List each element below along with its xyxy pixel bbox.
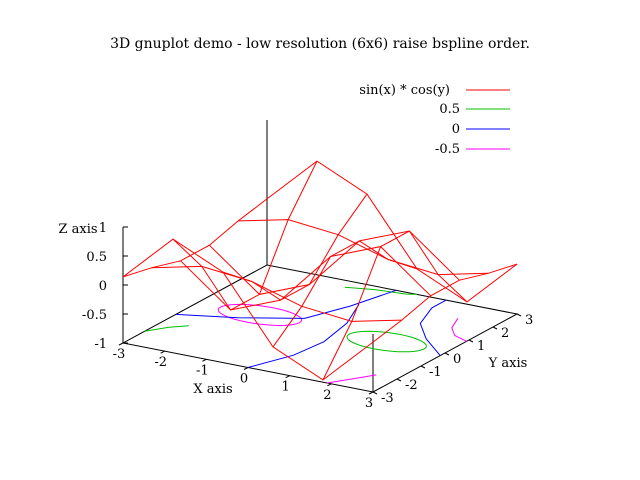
contour-lines [144,286,467,384]
y-tick-label: -1 [429,365,442,380]
mesh-line-y [209,230,460,295]
x-tick-label: -1 [196,363,209,378]
y-tick-label: -2 [405,378,418,393]
y-tick [516,313,522,317]
x-tick [368,391,374,395]
x-axis-label: X axis [193,382,232,397]
y-tick [444,352,450,356]
mesh-line-y [122,238,374,381]
contour-neg0.5-a [217,303,303,327]
mesh-line-y [266,160,518,303]
legend: sin(x) * cos(y) 0.5 0 -0.5 [359,83,510,157]
mesh-line-x [372,263,518,343]
x-tick-label: 1 [282,380,290,395]
mesh-line-y [238,219,489,276]
mesh-line-y [151,265,402,322]
x-tick-label: 2 [323,388,331,403]
y-tick-label: 3 [525,313,533,328]
y-tick [492,326,498,330]
y-tick-label: 2 [501,326,509,341]
z-tick-label: 0 [99,279,107,294]
z-tick-label: -1 [94,337,107,352]
contour-neg0.5-c [451,318,467,342]
y-axis-label: Y axis [488,356,528,371]
contour-0.5-c [344,286,418,295]
legend-label-surface: sin(x) * cos(y) [359,83,450,98]
z-axis-label: Z axis [58,222,97,237]
x-tick [118,342,124,346]
contour-0.5-b [144,325,189,332]
mesh-line-x [172,160,318,311]
y-tick [372,391,378,395]
legend-label-contour-neg0.5: -0.5 [435,142,460,157]
x-tick [285,375,290,379]
mesh-line-x [272,240,418,348]
legend-label-contour-0: 0 [452,122,460,137]
contour-neg0.5-b [327,374,377,384]
z-tick-label: -0.5 [82,308,107,323]
axis-ticks: -3 -2 -1 0 1 2 3 -3 -2 -1 0 1 2 3 -1 -0.5 0 0.5 1 [82,221,533,411]
z-tick-label: 0.5 [86,250,107,265]
contour-0.5-a [346,330,427,353]
legend-label-contour-0.5: 0.5 [439,102,460,117]
x-tick-label: 3 [365,396,373,411]
mesh-line-x [122,198,268,278]
y-tick [420,365,426,369]
surface-mesh [122,160,518,381]
x-tick-label: -2 [154,355,167,370]
mesh-line-x [322,230,468,381]
y-tick-label: 1 [477,339,485,354]
mesh-line-y [180,246,431,311]
z-tick-label: 1 [99,221,107,236]
x-tick [327,383,332,387]
chart-title: 3D gnuplot demo - low resolution (6x6) r… [110,36,530,52]
x-tick-label: -3 [113,347,126,362]
base-frame [121,264,519,393]
y-tick-label: 0 [453,352,461,367]
contour-0-c [419,299,447,356]
y-tick [468,339,474,343]
contour-0-a [175,289,397,319]
x-tick [202,358,207,362]
x-tick-label: 0 [240,372,248,387]
x-tick [160,350,165,354]
contour-0-b [247,304,360,368]
mesh-line-x [222,193,368,301]
y-tick-label: -3 [381,391,394,406]
y-tick [396,378,402,382]
x-tick [243,367,249,370]
